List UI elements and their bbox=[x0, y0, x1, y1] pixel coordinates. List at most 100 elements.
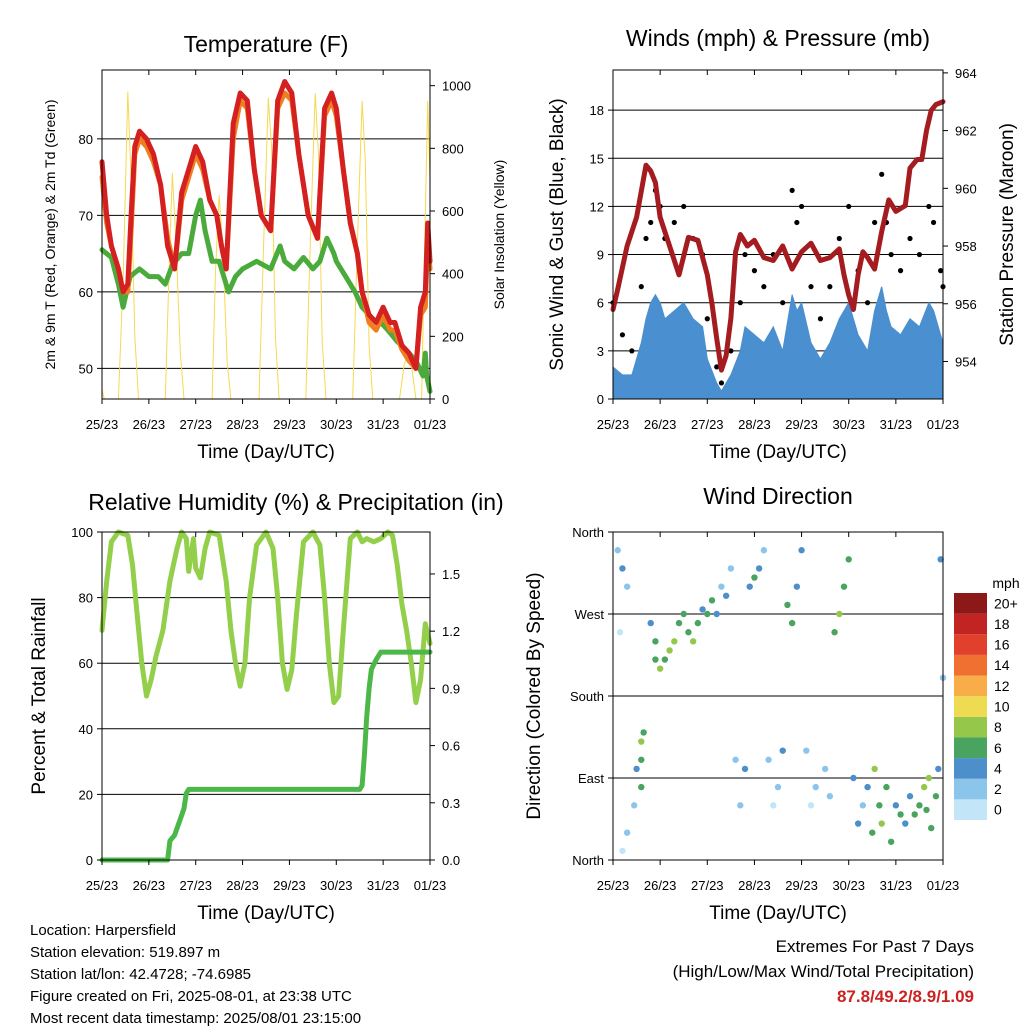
x-tick-label: 28/23 bbox=[226, 878, 259, 893]
direction-point bbox=[923, 806, 930, 814]
gust-point bbox=[808, 284, 814, 290]
gust-point bbox=[872, 219, 878, 226]
x-tick-label: 30/23 bbox=[320, 878, 353, 893]
colorbar-swatch bbox=[954, 613, 987, 635]
x-axis-label: Time (Day/UTC) bbox=[709, 442, 847, 463]
figure-created: Figure created on Fri, 2025-08-01, at 23… bbox=[30, 988, 352, 1005]
direction-point bbox=[694, 619, 702, 627]
station-location: Location: Harpersfield bbox=[30, 922, 176, 939]
direction-point bbox=[638, 738, 645, 745]
y-tick-label: 40 bbox=[79, 722, 93, 737]
direction-point bbox=[864, 783, 871, 791]
x-axis-label: Time (Day/UTC) bbox=[197, 442, 335, 463]
gust-point bbox=[879, 171, 885, 177]
station-latlon: Station lat/lon: 42.4728; -74.6985 bbox=[30, 966, 252, 983]
colorbar-swatch bbox=[954, 593, 987, 614]
y-tick-label: 6 bbox=[597, 296, 604, 311]
x-tick-label: 28/23 bbox=[738, 417, 771, 432]
chart-title: Relative Humidity (%) & Precipitation (i… bbox=[88, 489, 503, 515]
gust-point bbox=[619, 332, 626, 338]
direction-point bbox=[633, 765, 640, 773]
direction-point bbox=[746, 583, 753, 590]
x-tick-label: 29/23 bbox=[785, 878, 818, 893]
chart-title: Winds (mph) & Pressure (mb) bbox=[626, 25, 930, 51]
direction-point bbox=[619, 847, 626, 855]
gust-point bbox=[629, 348, 635, 354]
gust-point bbox=[938, 268, 944, 274]
gust-point bbox=[827, 284, 833, 290]
direction-point bbox=[638, 783, 645, 791]
rh-series bbox=[99, 529, 433, 706]
direction-point bbox=[732, 756, 739, 763]
x-tick-label: 31/23 bbox=[880, 417, 913, 432]
direction-point bbox=[883, 783, 890, 791]
x-tick-label: 28/23 bbox=[226, 417, 259, 432]
gust-point bbox=[798, 203, 805, 210]
gust-point bbox=[888, 251, 894, 258]
colorbar-label: 20+ bbox=[994, 595, 1018, 611]
direction-point bbox=[699, 606, 706, 613]
wind-direction-chart: 25/23 26/23 27/23 28/23 29/23 30/23 31/23 01/23… bbox=[524, 483, 959, 924]
direction-point bbox=[737, 802, 744, 809]
direction-point bbox=[836, 610, 843, 618]
gust-point bbox=[718, 380, 725, 386]
direction-point bbox=[689, 638, 697, 645]
x-tick-label: 27/23 bbox=[691, 417, 724, 432]
direction-point bbox=[675, 619, 683, 627]
direction-point bbox=[640, 729, 647, 736]
y2-tick-label: 954 bbox=[955, 354, 977, 369]
t2m-series bbox=[99, 79, 433, 371]
x-tick-label: 01/23 bbox=[927, 878, 960, 893]
x-axis-label: Time (Day/UTC) bbox=[709, 903, 847, 924]
colorbar-label: 4 bbox=[994, 760, 1002, 776]
x-tick-label: 29/23 bbox=[273, 878, 306, 893]
colorbar-label: 14 bbox=[994, 657, 1010, 673]
x-tick-label: 26/23 bbox=[133, 417, 166, 432]
x-tick-label: 01/23 bbox=[414, 878, 447, 893]
y2-tick-label: 960 bbox=[955, 181, 977, 196]
x-tick-label: 31/23 bbox=[367, 878, 400, 893]
direction-point bbox=[937, 556, 944, 563]
gust-point bbox=[648, 219, 654, 226]
x-tick-label: 28/23 bbox=[738, 878, 771, 893]
direction-point bbox=[779, 747, 786, 754]
direction-point bbox=[793, 583, 801, 590]
extremes-values: 87.8/49.2/8.9/1.09 bbox=[836, 987, 974, 1006]
x-tick-label: 25/23 bbox=[86, 878, 119, 893]
y-tick-label: East bbox=[578, 771, 604, 786]
direction-point bbox=[798, 547, 805, 554]
x-tick-label: 25/23 bbox=[597, 878, 630, 893]
x-tick-label: 27/23 bbox=[179, 878, 212, 893]
direction-point bbox=[765, 756, 772, 763]
colorbar-swatch bbox=[954, 634, 987, 655]
direction-point bbox=[784, 601, 791, 609]
direction-point bbox=[623, 583, 631, 590]
colorbar-swatch bbox=[954, 696, 987, 717]
plot-frame bbox=[612, 69, 944, 400]
y-tick-label: 60 bbox=[79, 656, 93, 671]
y-tick-label: 3 bbox=[597, 344, 604, 359]
y2-tick-label: 0 bbox=[442, 392, 449, 407]
colorbar-swatch bbox=[954, 778, 987, 800]
y-tick-label: 0 bbox=[86, 853, 93, 868]
y2-tick-label: 200 bbox=[442, 329, 464, 344]
y2-tick-label: 1.5 bbox=[442, 567, 460, 582]
gust-point bbox=[761, 284, 767, 290]
direction-point bbox=[902, 820, 909, 827]
direction-point bbox=[755, 565, 763, 572]
gust-point bbox=[930, 219, 937, 226]
direction-point bbox=[666, 647, 673, 654]
gust-point bbox=[789, 187, 795, 193]
direction-point bbox=[831, 629, 838, 636]
y-tick-label: 70 bbox=[79, 208, 93, 223]
gust-point bbox=[817, 316, 824, 322]
direction-point bbox=[638, 756, 645, 763]
direction-point bbox=[859, 802, 867, 809]
y2-tick-label: 0.6 bbox=[442, 739, 460, 754]
gust-point bbox=[742, 251, 748, 258]
colorbar-swatch bbox=[954, 675, 987, 697]
y-tick-label: West bbox=[575, 607, 605, 622]
y2-tick-label: 400 bbox=[442, 267, 464, 282]
y-axis-label: Sonic Wind & Gust (Blue, Black) bbox=[547, 98, 568, 370]
